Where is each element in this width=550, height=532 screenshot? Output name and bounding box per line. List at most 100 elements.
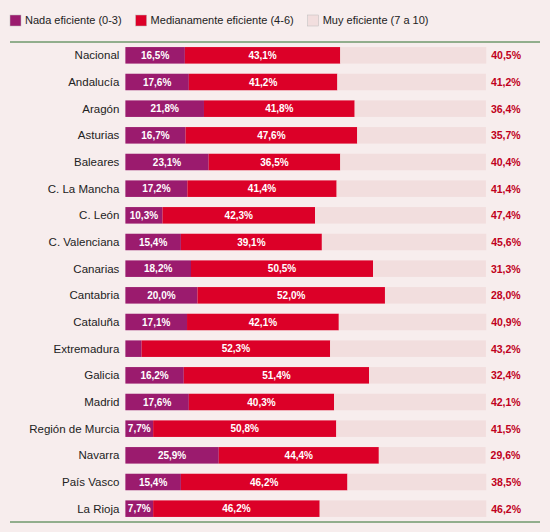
range-line	[10, 42, 540, 43]
data-label: 43,2%	[491, 343, 521, 355]
category-label: País Vasco	[62, 476, 119, 488]
data-label: 51,4%	[262, 370, 290, 381]
data-label: 15,4%	[139, 237, 167, 248]
data-label: 50,5%	[268, 263, 296, 274]
data-label: 32,4%	[491, 369, 521, 381]
data-label: 43,1%	[248, 50, 276, 61]
data-label: 46,2%	[250, 477, 278, 488]
bar	[347, 474, 486, 491]
legend-swatch	[10, 15, 21, 26]
data-label: 46,2%	[222, 503, 250, 514]
bar	[125, 287, 197, 304]
bar	[125, 260, 191, 277]
data-label: 7,7%	[128, 423, 151, 434]
category-label: Madrid	[84, 396, 119, 408]
bar	[125, 234, 181, 251]
bar	[204, 100, 355, 117]
data-label: 17,6%	[143, 397, 171, 408]
legend: Nada eficiente (0-3) Medianamente eficien…	[10, 14, 428, 26]
data-label: 36,5%	[260, 157, 288, 168]
bar	[125, 180, 187, 197]
data-label: 42,3%	[225, 210, 253, 221]
bar	[189, 74, 338, 91]
data-label: 44,4%	[285, 450, 313, 461]
category-label: Canarias	[73, 263, 119, 275]
category-label: C. La Mancha	[48, 183, 120, 195]
bar	[330, 340, 486, 357]
chart: 16,5%43,1%40,5%Nacional17,6%41,2%41,2%An…	[0, 0, 550, 532]
bar	[125, 154, 208, 171]
bar	[125, 474, 181, 491]
data-label: 41,5%	[491, 423, 521, 435]
category-label: Cantabria	[69, 289, 119, 301]
bar	[334, 394, 486, 411]
bar	[142, 340, 331, 357]
bar	[125, 47, 184, 64]
category-label: Andalucía	[68, 76, 120, 88]
legend-label: Medianamente eficiente (4-6)	[151, 14, 294, 26]
data-label: 29,6%	[491, 449, 521, 461]
bar	[189, 394, 334, 411]
data-label: 16,7%	[141, 130, 169, 141]
category-label: Asturias	[78, 129, 120, 141]
bar	[187, 314, 339, 331]
bar	[125, 500, 153, 517]
data-label: 39,1%	[237, 237, 265, 248]
data-label: 41,8%	[265, 103, 293, 114]
category-label: Región de Murcia	[29, 423, 120, 435]
bar	[385, 287, 486, 304]
category-label: C. León	[79, 209, 119, 221]
bar	[153, 500, 320, 517]
bar	[320, 500, 487, 517]
range-line	[10, 522, 540, 523]
bar	[125, 367, 183, 384]
data-label: 47,6%	[257, 130, 285, 141]
bar	[336, 420, 486, 437]
bar	[379, 447, 486, 464]
legend-label: Muy eficiente (7 a 10)	[323, 14, 429, 26]
bar	[315, 207, 486, 224]
data-label: 41,4%	[248, 183, 276, 194]
legend-swatch	[136, 15, 147, 26]
data-label: 15,4%	[139, 477, 167, 488]
data-label: 7,7%	[128, 503, 151, 514]
data-label: 42,1%	[249, 317, 277, 328]
data-label: 31,3%	[491, 263, 521, 275]
data-label: 46,2%	[491, 503, 521, 515]
bar	[197, 287, 384, 304]
bar	[125, 74, 188, 91]
data-label: 16,5%	[141, 50, 169, 61]
data-label: 23,1%	[153, 157, 181, 168]
bar	[184, 367, 369, 384]
data-label: 18,2%	[144, 263, 172, 274]
bar	[187, 180, 336, 197]
data-label: 50,8%	[231, 423, 259, 434]
bar	[337, 180, 486, 197]
bar	[369, 367, 486, 384]
data-label: 38,5%	[491, 476, 521, 488]
bar	[185, 47, 340, 64]
labels: 16,5%43,1%40,5%Nacional17,6%41,2%41,2%An…	[29, 49, 521, 514]
data-label: 35,7%	[491, 129, 521, 141]
data-label: 17,2%	[142, 183, 170, 194]
data-label: 45,6%	[491, 236, 521, 248]
data-label: 17,6%	[143, 77, 171, 88]
data-label: 41,4%	[491, 183, 521, 195]
category-label: Nacional	[75, 49, 120, 61]
bars	[125, 47, 486, 517]
data-label: 28,0%	[491, 289, 521, 301]
bar	[125, 127, 185, 144]
bar	[219, 447, 379, 464]
bar	[163, 207, 316, 224]
category-label: La Rioja	[77, 503, 120, 515]
data-label: 41,2%	[491, 76, 521, 88]
category-label: Baleares	[74, 156, 120, 168]
category-label: Cataluña	[73, 316, 120, 328]
bar	[125, 207, 162, 224]
bar	[125, 420, 153, 437]
bar	[125, 100, 204, 117]
category-label: Navarra	[78, 449, 120, 461]
legend-label: Nada eficiente (0-3)	[25, 14, 122, 26]
category-label: Aragón	[82, 103, 119, 115]
bar	[125, 394, 188, 411]
